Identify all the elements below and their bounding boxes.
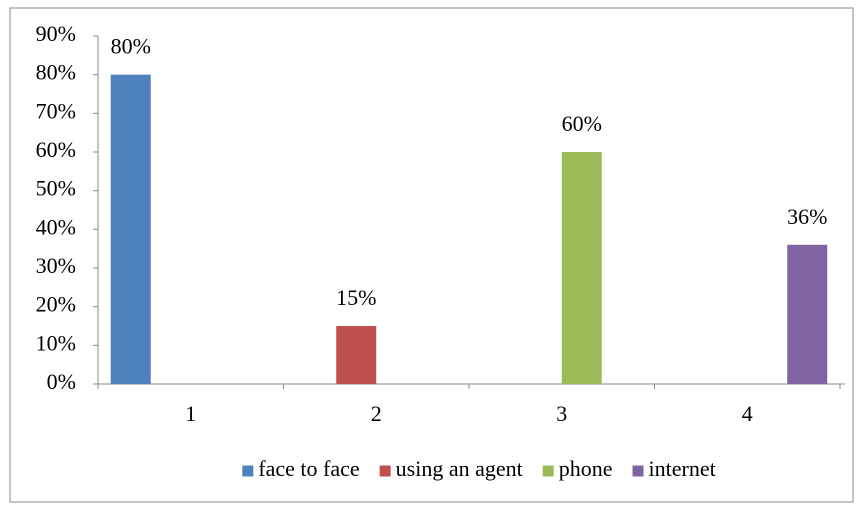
y-tick-label: 20% [36,292,76,317]
y-tick-label: 30% [36,253,76,278]
legend-swatch [379,465,391,477]
y-tick-label: 0% [47,369,76,394]
bar [561,152,602,384]
y-tick-label: 70% [36,98,76,123]
y-tick-label: 50% [36,176,76,201]
legend-label: phone [559,456,613,481]
x-tick-label: 3 [556,401,567,426]
x-tick-label: 4 [742,401,753,426]
data-label: 60% [562,111,602,136]
x-tick-label: 2 [371,401,382,426]
y-tick-label: 10% [36,330,76,355]
legend-swatch [542,465,554,477]
data-label: 36% [787,204,827,229]
y-tick-label: 80% [36,60,76,85]
x-tick-label: 1 [185,401,196,426]
y-tick-label: 60% [36,137,76,162]
data-label: 80% [111,34,151,59]
legend-label: face to face [258,456,359,481]
y-tick-label: 90% [36,21,76,46]
legend-swatch [632,465,644,477]
legend-swatch [242,465,254,477]
bar [787,244,828,384]
data-label: 15% [336,285,376,310]
legend-label: internet [649,456,716,481]
legend-label: using an agent [396,456,523,481]
bar [110,74,151,385]
bar [336,326,377,384]
y-tick-label: 40% [36,214,76,239]
